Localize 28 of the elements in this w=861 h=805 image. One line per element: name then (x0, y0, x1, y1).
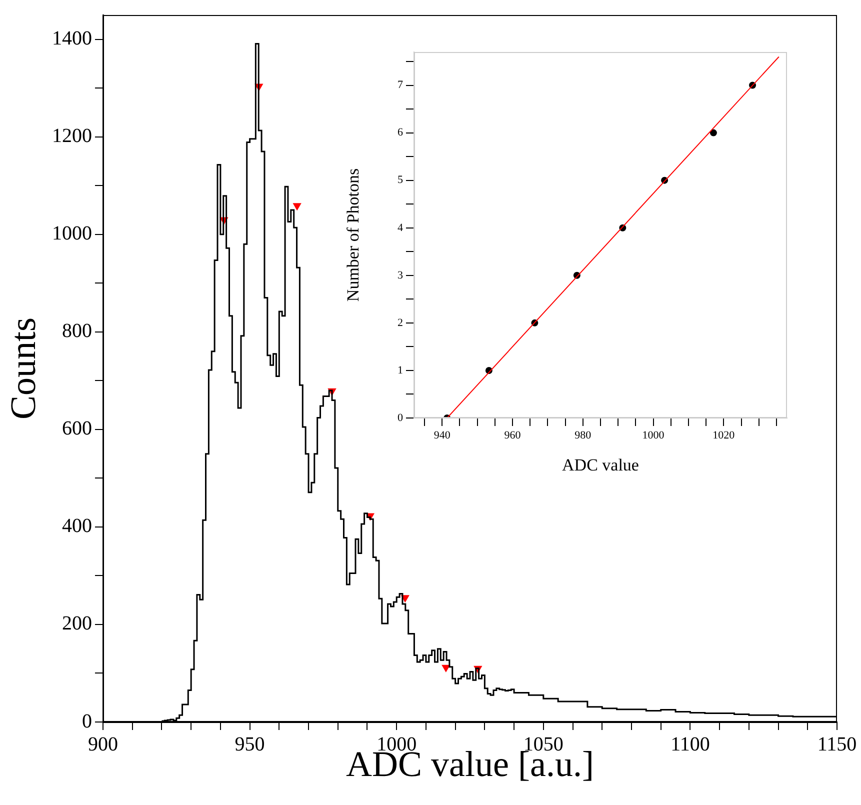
y-tick-label: 1 (398, 364, 403, 376)
y-tick-label: 1000 (52, 222, 92, 245)
y-tick-label: 800 (62, 320, 92, 342)
y-tick-label: 3 (398, 269, 404, 282)
y-tick-label: 0 (398, 412, 404, 424)
y-tick-label: 400 (62, 515, 92, 538)
y-tick-label: 0 (82, 710, 92, 732)
y-tick-label: 1200 (52, 125, 92, 148)
x-tick-label: 1020 (712, 429, 736, 442)
x-tick-label: 1100 (670, 733, 710, 756)
y-tick-label: 5 (398, 174, 404, 186)
y-tick-label: 2 (398, 316, 403, 329)
x-tick-label: 1150 (817, 733, 857, 756)
y-tick-label: 4 (398, 222, 404, 234)
x-tick-label: 950 (234, 733, 265, 756)
x-axis-title: ADC value (562, 455, 639, 474)
y-tick-label: 200 (62, 612, 92, 635)
y-tick-label: 1400 (52, 28, 92, 50)
x-tick-label: 980 (574, 429, 592, 442)
y-tick-label: 6 (398, 126, 404, 139)
y-axis-title: Number of Photons (344, 168, 363, 302)
x-tick-label: 1000 (642, 429, 665, 442)
y-tick-label: 600 (62, 418, 92, 440)
y-tick-label: 7 (398, 79, 404, 92)
x-tick-label: 900 (88, 733, 118, 756)
x-tick-label: 940 (434, 429, 451, 442)
x-tick-label: 960 (504, 429, 522, 442)
y-axis-title: Counts (3, 317, 44, 420)
